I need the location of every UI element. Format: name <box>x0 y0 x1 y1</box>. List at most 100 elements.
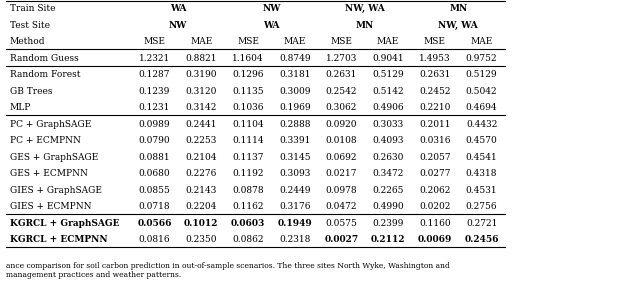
Text: 0.1949: 0.1949 <box>277 219 312 228</box>
Text: 0.0566: 0.0566 <box>138 219 172 228</box>
Text: 0.4906: 0.4906 <box>372 103 404 112</box>
Text: 0.2143: 0.2143 <box>186 186 217 195</box>
Text: 0.2104: 0.2104 <box>186 153 217 162</box>
Text: 0.3142: 0.3142 <box>186 103 217 112</box>
Text: 0.0878: 0.0878 <box>232 186 264 195</box>
Text: 0.8821: 0.8821 <box>186 54 217 63</box>
Text: 0.2350: 0.2350 <box>186 235 217 245</box>
Text: MSE: MSE <box>143 37 166 46</box>
Text: 0.2631: 0.2631 <box>419 70 451 79</box>
Text: MAE: MAE <box>377 37 399 46</box>
Text: 0.1160: 0.1160 <box>419 219 451 228</box>
Text: WA: WA <box>170 4 186 13</box>
Text: NW: NW <box>169 21 187 30</box>
Text: 0.0603: 0.0603 <box>231 219 265 228</box>
Text: 0.3176: 0.3176 <box>279 202 310 211</box>
Text: 0.2112: 0.2112 <box>371 235 406 245</box>
Text: 0.0069: 0.0069 <box>418 235 452 245</box>
Text: 0.1135: 0.1135 <box>232 87 264 96</box>
Text: 0.3472: 0.3472 <box>372 169 404 178</box>
Text: 0.5142: 0.5142 <box>372 87 404 96</box>
Text: 0.1114: 0.1114 <box>232 136 264 145</box>
Text: 0.2456: 0.2456 <box>465 235 499 245</box>
Text: 0.0575: 0.0575 <box>326 219 357 228</box>
Text: 0.0989: 0.0989 <box>139 120 170 129</box>
Text: 0.4318: 0.4318 <box>466 169 497 178</box>
Text: 1.1604: 1.1604 <box>232 54 264 63</box>
Text: 0.4694: 0.4694 <box>466 103 497 112</box>
Text: 0.0881: 0.0881 <box>139 153 170 162</box>
Text: 0.3190: 0.3190 <box>186 70 217 79</box>
Text: NW, WA: NW, WA <box>345 4 385 13</box>
Text: 0.3033: 0.3033 <box>372 120 404 129</box>
Text: 0.3009: 0.3009 <box>279 87 310 96</box>
Text: 0.0217: 0.0217 <box>326 169 357 178</box>
Text: 0.0680: 0.0680 <box>139 169 170 178</box>
Text: 0.5042: 0.5042 <box>466 87 497 96</box>
Text: 0.0816: 0.0816 <box>139 235 170 245</box>
Text: 0.2630: 0.2630 <box>372 153 404 162</box>
Text: 0.2210: 0.2210 <box>419 103 451 112</box>
Text: 0.3062: 0.3062 <box>326 103 357 112</box>
Text: MSE: MSE <box>237 37 259 46</box>
Text: 0.2542: 0.2542 <box>326 87 357 96</box>
Text: 0.3120: 0.3120 <box>186 87 217 96</box>
Text: PC + GraphSAGE: PC + GraphSAGE <box>10 120 91 129</box>
Text: 0.0920: 0.0920 <box>326 120 357 129</box>
Text: 0.2888: 0.2888 <box>279 120 310 129</box>
Text: 0.9752: 0.9752 <box>466 54 497 63</box>
Text: 0.4990: 0.4990 <box>372 202 404 211</box>
Text: KGRCL + ECMPNN: KGRCL + ECMPNN <box>10 235 108 245</box>
Text: GES + ECMPNN: GES + ECMPNN <box>10 169 88 178</box>
Text: 0.4570: 0.4570 <box>466 136 497 145</box>
Text: 0.0855: 0.0855 <box>139 186 170 195</box>
Text: 0.1162: 0.1162 <box>232 202 264 211</box>
Text: 0.0108: 0.0108 <box>326 136 357 145</box>
Text: 0.8749: 0.8749 <box>279 54 310 63</box>
Text: ance comparison for soil carbon prediction in out-of-sample scenarios. The three: ance comparison for soil carbon predicti… <box>6 262 451 279</box>
Text: 0.0277: 0.0277 <box>419 169 451 178</box>
Text: 0.2204: 0.2204 <box>186 202 217 211</box>
Text: MSE: MSE <box>424 37 446 46</box>
Text: MLP: MLP <box>10 103 31 112</box>
Text: Random Guess: Random Guess <box>10 54 78 63</box>
Text: 0.0718: 0.0718 <box>139 202 170 211</box>
Text: MSE: MSE <box>330 37 353 46</box>
Text: KGRCL + GraphSAGE: KGRCL + GraphSAGE <box>10 219 119 228</box>
Text: 0.4093: 0.4093 <box>372 136 404 145</box>
Text: 0.0472: 0.0472 <box>326 202 357 211</box>
Text: 0.2062: 0.2062 <box>419 186 451 195</box>
Text: 1.2703: 1.2703 <box>326 54 357 63</box>
Text: 0.9041: 0.9041 <box>372 54 404 63</box>
Text: 0.3391: 0.3391 <box>279 136 310 145</box>
Text: 0.1969: 0.1969 <box>279 103 310 112</box>
Text: GIES + ECMPNN: GIES + ECMPNN <box>10 202 91 211</box>
Text: 0.0978: 0.0978 <box>326 186 357 195</box>
Text: 0.0027: 0.0027 <box>324 235 358 245</box>
Text: MAE: MAE <box>284 37 306 46</box>
Text: 0.0862: 0.0862 <box>232 235 264 245</box>
Text: 0.1239: 0.1239 <box>139 87 170 96</box>
Text: Test Site: Test Site <box>10 21 50 30</box>
Text: GES + GraphSAGE: GES + GraphSAGE <box>10 153 98 162</box>
Text: 0.1231: 0.1231 <box>139 103 170 112</box>
Text: 0.2011: 0.2011 <box>419 120 451 129</box>
Text: 0.2449: 0.2449 <box>279 186 310 195</box>
Text: WA: WA <box>263 21 280 30</box>
Text: Method: Method <box>10 37 45 46</box>
Text: MN: MN <box>356 21 374 30</box>
Text: 0.2253: 0.2253 <box>186 136 217 145</box>
Text: 0.0692: 0.0692 <box>326 153 357 162</box>
Text: 1.2321: 1.2321 <box>139 54 170 63</box>
Text: 0.3145: 0.3145 <box>279 153 310 162</box>
Text: MAE: MAE <box>190 37 212 46</box>
Text: 0.2631: 0.2631 <box>326 70 357 79</box>
Text: 0.1192: 0.1192 <box>232 169 264 178</box>
Text: 0.1287: 0.1287 <box>139 70 170 79</box>
Text: 0.2318: 0.2318 <box>279 235 310 245</box>
Text: 0.5129: 0.5129 <box>372 70 404 79</box>
Text: 0.1012: 0.1012 <box>184 219 218 228</box>
Text: 0.2265: 0.2265 <box>372 186 404 195</box>
Text: GIES + GraphSAGE: GIES + GraphSAGE <box>10 186 102 195</box>
Text: 0.2452: 0.2452 <box>419 87 451 96</box>
